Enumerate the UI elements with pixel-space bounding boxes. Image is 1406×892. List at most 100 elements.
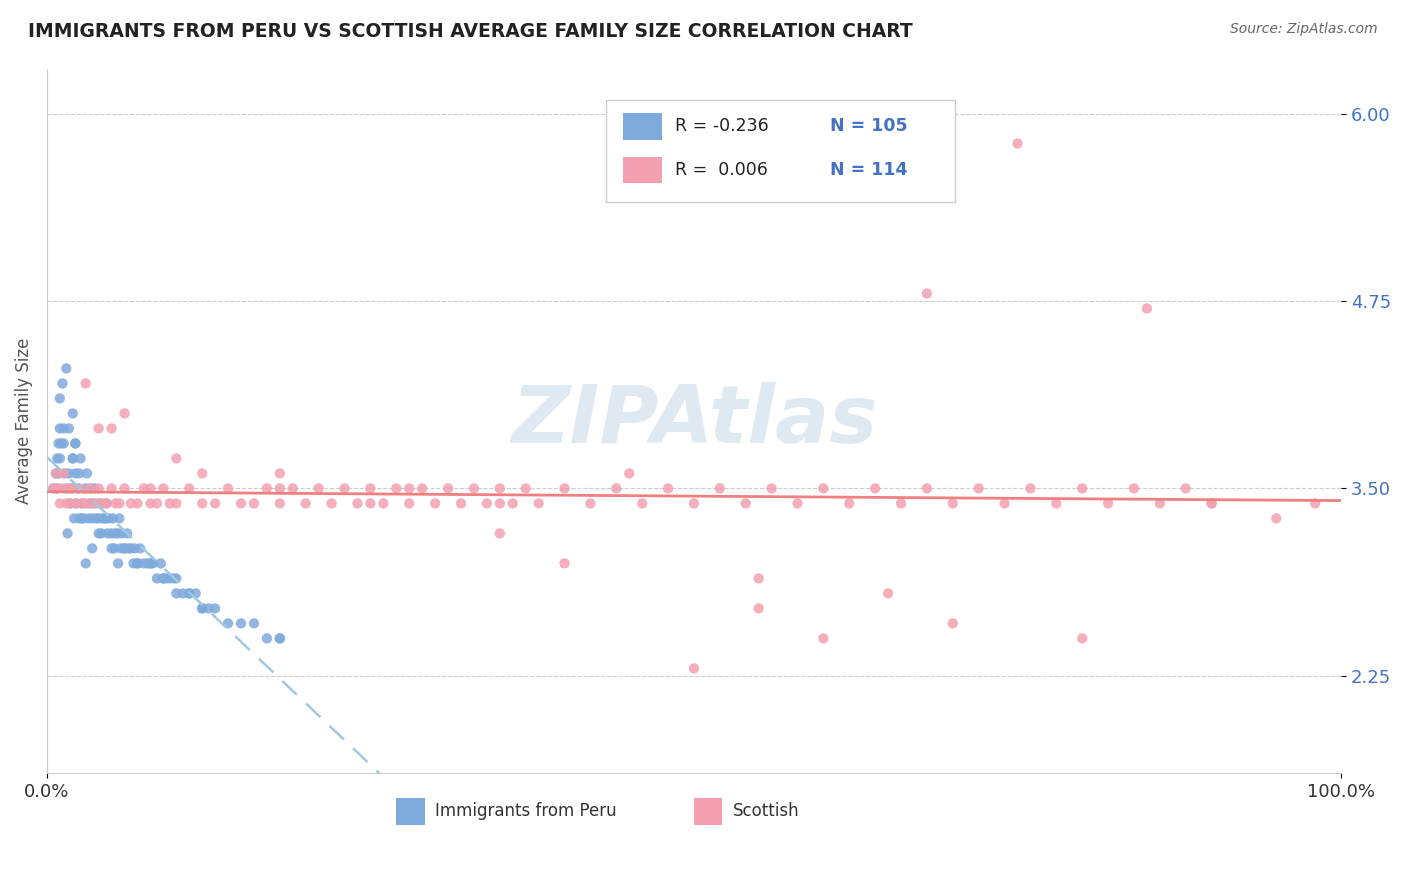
Point — [75, 376, 97, 391]
Point — [179, 586, 201, 600]
Point — [159, 571, 181, 585]
Bar — [396, 798, 425, 825]
Point — [993, 496, 1015, 510]
Point — [67, 467, 90, 481]
Point — [72, 496, 94, 510]
Point — [1045, 496, 1067, 510]
Point — [103, 541, 125, 556]
Point — [1303, 496, 1326, 510]
Point — [46, 451, 69, 466]
Point — [104, 496, 127, 510]
Point — [58, 421, 80, 435]
Point — [104, 526, 127, 541]
Point — [165, 586, 187, 600]
Point — [127, 557, 149, 571]
Point — [527, 496, 550, 510]
Point — [100, 541, 122, 556]
Text: IMMIGRANTS FROM PERU VS SCOTTISH AVERAGE FAMILY SIZE CORRELATION CHART: IMMIGRANTS FROM PERU VS SCOTTISH AVERAGE… — [28, 22, 912, 41]
Point — [127, 496, 149, 510]
Point — [101, 511, 124, 525]
Point — [46, 482, 69, 496]
Point — [359, 482, 381, 496]
Point — [87, 482, 110, 496]
Point — [1019, 482, 1042, 496]
Point — [58, 467, 80, 481]
Point — [96, 496, 118, 510]
Point — [657, 482, 679, 496]
Bar — [623, 113, 662, 140]
Point — [84, 511, 107, 525]
Point — [197, 601, 219, 615]
Point — [1071, 632, 1094, 646]
Point — [87, 421, 110, 435]
Point — [890, 496, 912, 510]
Point — [87, 511, 110, 525]
Point — [437, 482, 460, 496]
Point — [111, 526, 134, 541]
Point — [139, 557, 162, 571]
Point — [256, 482, 278, 496]
Point — [915, 482, 938, 496]
Point — [79, 482, 101, 496]
Point — [1149, 496, 1171, 510]
Point — [66, 482, 89, 496]
Point — [605, 482, 627, 496]
Point — [72, 511, 94, 525]
Point — [65, 496, 87, 510]
Point — [489, 482, 512, 496]
Point — [217, 616, 239, 631]
Point — [117, 541, 139, 556]
Point — [60, 482, 83, 496]
Point — [734, 496, 756, 510]
Point — [1174, 482, 1197, 496]
Point — [55, 361, 77, 376]
Point — [108, 511, 131, 525]
Point — [48, 467, 70, 481]
Point — [159, 496, 181, 510]
Point — [619, 467, 641, 481]
Point — [294, 496, 316, 510]
Point — [863, 482, 886, 496]
Point — [450, 496, 472, 510]
Point — [139, 496, 162, 510]
Point — [65, 467, 87, 481]
Point — [139, 557, 162, 571]
Point — [75, 482, 97, 496]
Point — [136, 557, 159, 571]
Point — [142, 557, 165, 571]
Point — [942, 616, 965, 631]
Point — [67, 482, 90, 496]
Point — [172, 586, 194, 600]
Point — [761, 482, 783, 496]
Point — [132, 557, 155, 571]
Point — [62, 482, 84, 496]
Point — [97, 526, 120, 541]
Point — [62, 406, 84, 420]
Point — [114, 541, 136, 556]
Point — [269, 632, 291, 646]
Point — [52, 421, 75, 435]
Point — [502, 496, 524, 510]
Point — [55, 496, 77, 510]
Text: N = 114: N = 114 — [830, 161, 907, 179]
Bar — [606, 100, 955, 202]
Point — [94, 511, 117, 525]
Point — [813, 482, 835, 496]
Point — [1201, 496, 1223, 510]
Point — [52, 467, 75, 481]
Point — [58, 482, 80, 496]
Point — [967, 482, 990, 496]
Point — [915, 286, 938, 301]
Point — [114, 541, 136, 556]
Point — [269, 482, 291, 496]
Point — [82, 496, 104, 510]
Point — [204, 601, 226, 615]
Bar — [695, 798, 723, 825]
Point — [98, 511, 121, 525]
Text: Source: ZipAtlas.com: Source: ZipAtlas.com — [1230, 22, 1378, 37]
Point — [67, 511, 90, 525]
Point — [94, 511, 117, 525]
Point — [45, 467, 67, 481]
Point — [163, 571, 186, 585]
Point — [49, 436, 72, 450]
